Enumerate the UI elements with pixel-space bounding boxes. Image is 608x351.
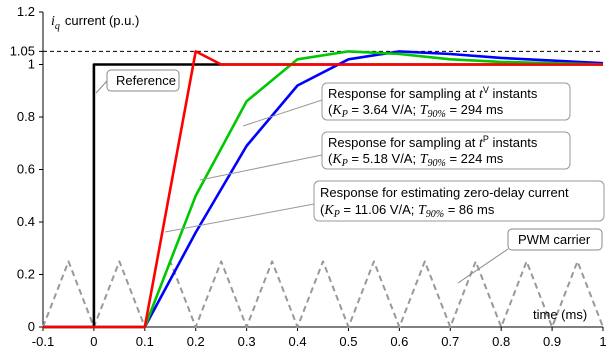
zd-line2-tvar: T [418,203,427,218]
y-tick-label: 0.8 [17,109,35,124]
tv-line1-sup: V [483,85,489,95]
zd-line2-open: ( [320,202,325,217]
ticks: -0.1 0 0.1 0.2 0.3 0.4 0.5 0.6 0.7 0.8 0.9 100.20.4… [10,4,607,349]
series-line-pwm-carrier [42,260,604,328]
box-zero-delay [313,180,605,222]
x-tick-label: 0.3 [238,334,256,349]
zd-line2-kvar: K [323,203,334,218]
tv-line2-kval: = 3.64 V/A; [348,102,420,117]
box-tv [321,82,571,121]
tp-line2-open: ( [328,151,333,166]
tv-line1-post: instants [489,86,538,101]
series-line-response-for-estimating-zero-delay-current [43,50,603,329]
zd-line2-kval: = 11.06 V/A; [340,202,418,217]
x-tick-label: 0.4 [289,334,307,349]
x-tick-label: 0.2 [187,334,205,349]
x-tick-label: -0.1 [32,334,54,349]
y-axis-label-sub: q [55,21,60,32]
x-tick-label: 0.7 [441,334,459,349]
tp-line1-sup: P [483,134,489,144]
label-zero-delay-line2: (KP = 11.06 V/A; T90% = 86 ms [320,202,495,220]
tp-line2-kval: = 5.18 V/A; [348,151,420,166]
annotation-pwm: PWM carrier [457,228,603,284]
y-tick-label: 0.4 [17,214,35,229]
annotation-reference: Reference [95,69,180,94]
y-tick-label: 0.6 [17,162,35,177]
label-tp-line1: Response for sampling at tP instants [328,134,538,151]
y-axis-label-var: i [51,14,55,29]
tv-line2-tsub: 90% [428,109,446,120]
x-axis-label: time (ms) [533,307,587,322]
label-pwm: PWM carrier [518,232,591,247]
tp-line2-tval: = 224 ms [446,151,504,166]
series-line-response-for-sampling-at-tv-instants [43,50,604,329]
tp-line2-tvar: T [420,152,429,167]
label-reference: Reference [116,73,176,88]
x-tick-label: 0.6 [390,334,408,349]
y-tick-label: 1.2 [17,4,35,19]
y-tick-label: 0 [28,319,35,334]
y-tick-label: 0.2 [17,267,35,282]
tv-line2-open: ( [328,102,333,117]
label-zero-delay-line1: Response for estimating zero-delay curre… [320,185,569,200]
y-axis-label: iq current (p.u.) [51,13,139,32]
tv-line1-var: t [479,87,484,102]
tv-line1-pre: Response for sampling at [328,86,479,101]
zd-line2-tsub: 90% [426,209,444,220]
leader-zero-delay [164,203,315,233]
annotation-zero-delay: Response for estimating zero-delay curre… [164,180,605,233]
y-tick-label: 1.05 [10,43,35,58]
tv-line2-tval: = 294 ms [446,102,504,117]
tv-line2-kvar: K [331,103,342,118]
zd-line2-tval: = 86 ms [444,202,495,217]
leader-pwm [457,248,509,284]
tp-line1-post: instants [489,135,538,150]
box-reference [106,69,180,92]
x-tick-label: 0.9 [543,334,561,349]
y-tick-label: 1 [28,57,35,72]
tp-line1-var: t [479,136,484,151]
label-tv-line2: (KP = 3.64 V/A; T90% = 294 ms [328,102,504,120]
leader-reference [95,80,108,94]
x-tick-label: 0.5 [339,334,357,349]
label-tv-line1: Response for sampling at tV instants [328,85,538,102]
x-tick-label: 1 [599,334,606,349]
box-pwm [507,228,603,251]
series-line-response-for-sampling-at-tp-instants [43,50,604,329]
tp-line1-pre: Response for sampling at [328,135,479,150]
annotation-tp: Response for sampling at tP instants (KP… [199,131,571,181]
x-tick-label: 0 [90,334,97,349]
series [42,50,604,329]
leader-tp [199,154,323,181]
x-tick-label: 0.1 [136,334,154,349]
tp-line2-ksub: P [341,158,348,169]
annotation-tv: Response for sampling at tV instants (KP… [242,82,571,127]
tp-line2-tsub: 90% [428,158,446,169]
tv-line2-tvar: T [420,103,429,118]
leader-tv [242,99,323,127]
box-tp [321,131,571,170]
y-axis-label-text: current (p.u.) [65,13,139,28]
x-tick-label: 0.8 [492,334,510,349]
label-tp-line2: (KP = 5.18 V/A; T90% = 224 ms [328,151,504,169]
tv-line2-ksub: P [341,109,348,120]
tp-line2-kvar: K [331,152,342,167]
zd-line2-ksub: P [333,209,340,220]
